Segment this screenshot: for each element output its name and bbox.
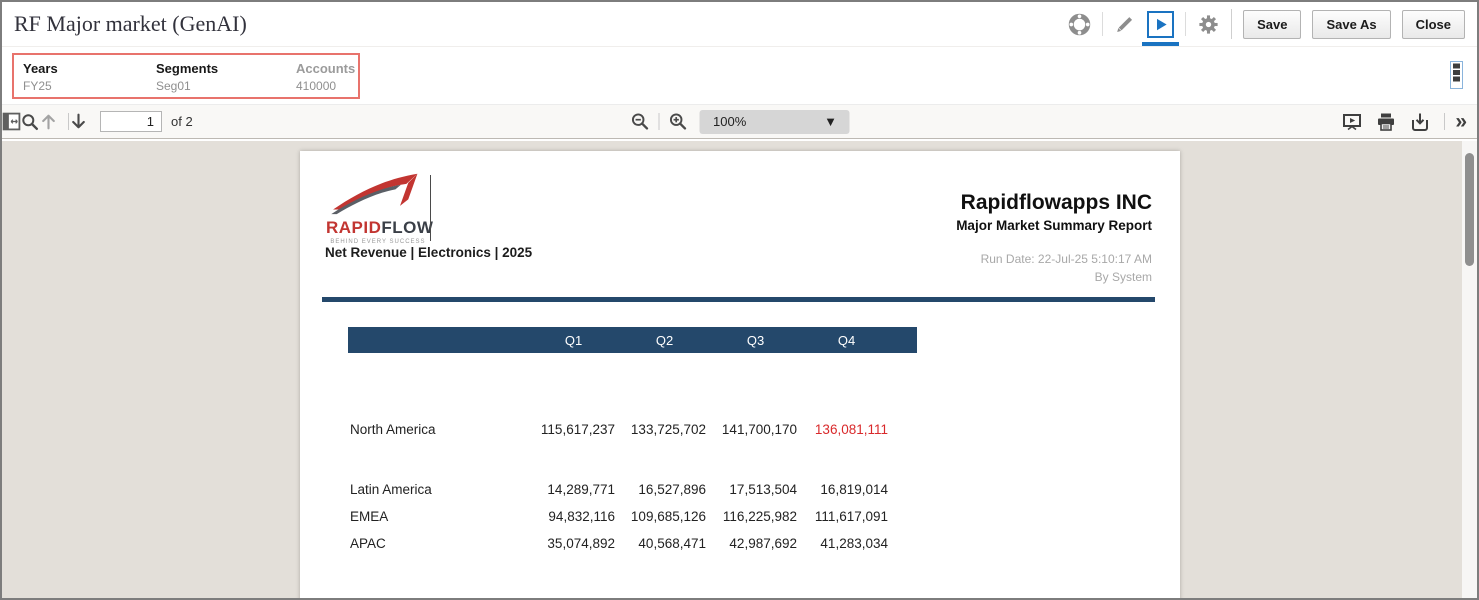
- company-name: Rapidflowapps INC: [960, 191, 1152, 214]
- pdf-viewer-area: RAPIDFLOW BEHIND EVERY SUCCESS Net Reven…: [2, 141, 1477, 598]
- value-cell: 16,819,014: [820, 482, 888, 497]
- divider: [1185, 12, 1187, 36]
- more-tools-icon[interactable]: »: [1455, 110, 1467, 133]
- table-row: Latin America 14,289,771 16,527,896 17,5…: [348, 481, 917, 499]
- zoom-in-icon[interactable]: [668, 112, 687, 131]
- parameter-label: Years: [23, 61, 58, 76]
- zoom-level-value: 100%: [713, 114, 747, 129]
- value-cell-negative: 136,081,111: [814, 422, 888, 437]
- summary-table: Q1 Q2 Q3 Q4 North America 115,617,237 13…: [348, 327, 917, 553]
- zoom-out-icon[interactable]: [630, 112, 649, 131]
- value-cell: 42,987,692: [729, 536, 797, 551]
- value-cell: 16,527,896: [638, 482, 706, 497]
- value-cell: 14,289,771: [547, 482, 615, 497]
- divider: [68, 113, 69, 130]
- value-cell: 115,617,237: [540, 422, 615, 437]
- report-heading: Rapidflowapps INC Major Market Summary R…: [956, 191, 1152, 284]
- print-icon[interactable]: [1376, 112, 1396, 132]
- value-cell: 40,568,471: [638, 536, 706, 551]
- zoom-level-dropdown[interactable]: 100% ▼: [699, 109, 849, 134]
- region-cell: Latin America: [350, 482, 432, 497]
- parameters-bar: Years FY25 Segments Seg01 Accounts 41000…: [2, 47, 1477, 105]
- selected-tab-underline: [1142, 41, 1180, 46]
- value-cell: 141,700,170: [721, 422, 797, 437]
- column-header-q2: Q2: [655, 332, 674, 348]
- pdf-viewer-toolbar: of 2 100% ▼: [2, 105, 1477, 139]
- logo-text-flow: FLOW: [381, 218, 434, 237]
- parameter-accounts: Accounts 410000: [296, 61, 355, 93]
- region-cell: North America: [350, 422, 436, 437]
- parameter-years: Years FY25: [14, 61, 156, 93]
- pdf-toolbar-center: 100% ▼: [630, 109, 849, 134]
- logo-emblem-icon: [331, 173, 418, 215]
- logo-tagline: BEHIND EVERY SUCCESS: [330, 239, 426, 245]
- logo-separator: [430, 175, 431, 241]
- vertical-scrollbar[interactable]: [1462, 141, 1477, 598]
- table-row: APAC 35,074,892 40,568,471 42,987,692 41…: [348, 535, 917, 553]
- column-header-q4: Q4: [837, 332, 856, 348]
- logo-wordmark: RAPIDFLOW: [326, 218, 434, 238]
- app-header: RF Major market (GenAI): [2, 2, 1477, 47]
- settings-gear-icon[interactable]: [1197, 13, 1220, 36]
- value-cell: 133,725,702: [630, 422, 706, 437]
- value-cell: 109,685,126: [630, 509, 706, 524]
- value-cell: 116,225,982: [722, 509, 797, 524]
- save-as-button[interactable]: Save As: [1312, 9, 1391, 39]
- column-header-q1: Q1: [564, 332, 583, 348]
- value-cell: 111,617,091: [814, 509, 888, 524]
- table-header-row: Q1 Q2 Q3 Q4: [348, 327, 917, 353]
- presentation-mode-icon[interactable]: [1342, 112, 1362, 132]
- pdf-toolbar-left: of 2: [2, 111, 193, 132]
- divider: [658, 113, 659, 130]
- table-row: North America 115,617,237 133,725,702 14…: [348, 421, 917, 439]
- document-subtitle: Net Revenue | Electronics | 2025: [325, 245, 533, 260]
- run-report-button[interactable]: [1142, 10, 1180, 46]
- page-number-input[interactable]: [100, 111, 162, 132]
- scrollbar-thumb[interactable]: [1465, 153, 1474, 266]
- close-button[interactable]: Close: [1401, 9, 1465, 39]
- column-header-q3: Q3: [746, 332, 765, 348]
- next-page-icon[interactable]: [69, 112, 88, 131]
- download-icon[interactable]: [1410, 112, 1430, 132]
- header-actions: Save Save As Close: [1068, 9, 1465, 46]
- data-wheel-icon[interactable]: [1068, 13, 1091, 36]
- run-by: By System: [1094, 270, 1152, 284]
- header-rule: [322, 297, 1155, 302]
- parameter-options-kebab-icon[interactable]: [1450, 61, 1463, 89]
- parameter-label: Segments: [156, 61, 219, 76]
- value-cell: 41,283,034: [820, 536, 888, 551]
- search-icon[interactable]: [21, 113, 39, 131]
- parameter-segments: Segments Seg01: [156, 61, 296, 93]
- divider: [1102, 12, 1104, 36]
- parameter-value: 410000: [296, 79, 337, 93]
- edit-pencil-icon[interactable]: [1114, 13, 1136, 35]
- page-count-label: of 2: [171, 114, 193, 129]
- report-page: RAPIDFLOW BEHIND EVERY SUCCESS Net Reven…: [300, 151, 1180, 598]
- parameter-value: Seg01: [156, 79, 191, 93]
- value-cell: 17,513,504: [729, 482, 797, 497]
- chevron-down-icon: ▼: [824, 114, 837, 129]
- region-cell: APAC: [350, 536, 386, 551]
- value-cell: 35,074,892: [547, 536, 615, 551]
- parameter-value: FY25: [23, 79, 52, 93]
- sidebar-toggle-icon[interactable]: [2, 112, 21, 131]
- page-title: RF Major market (GenAI): [14, 11, 247, 36]
- divider: [1444, 113, 1446, 130]
- divider: [1231, 9, 1233, 39]
- parameters-box: Years FY25 Segments Seg01 Accounts 41000…: [12, 53, 360, 99]
- previous-page-icon[interactable]: [39, 112, 58, 131]
- pdf-toolbar-right: »: [1342, 111, 1471, 132]
- logo-text-rapid: RAPID: [326, 218, 382, 237]
- region-cell: EMEA: [350, 509, 389, 524]
- report-name: Major Market Summary Report: [956, 218, 1152, 233]
- play-icon[interactable]: [1147, 10, 1175, 38]
- rapidflow-logo: RAPIDFLOW BEHIND EVERY SUCCESS: [326, 171, 434, 245]
- parameter-label: Accounts: [296, 61, 356, 76]
- table-row: EMEA 94,832,116 109,685,126 116,225,982 …: [348, 508, 917, 526]
- run-date: Run Date: 22-Jul-25 5:10:17 AM: [980, 252, 1152, 266]
- value-cell: 94,832,116: [548, 509, 615, 524]
- save-button[interactable]: Save: [1243, 9, 1302, 39]
